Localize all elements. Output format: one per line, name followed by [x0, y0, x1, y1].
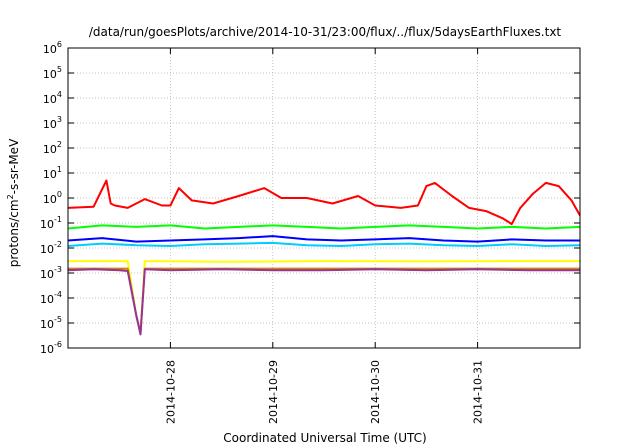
series-line-1 — [67, 179, 581, 226]
y-tick-label: 100 — [43, 190, 62, 206]
y-axis-label-sup: 2 — [6, 194, 15, 199]
y-tick-label: 105 — [43, 65, 62, 81]
y-tick-label: 10-6 — [40, 340, 62, 356]
x-tick-label: 2014-10-28 — [164, 360, 177, 424]
series-line-2 — [67, 224, 581, 230]
series-group — [67, 179, 581, 336]
y-tick-label: 106 — [43, 40, 62, 56]
y-tick-label: 10-5 — [40, 315, 62, 331]
y-axis-label: protons/cm2-s-sr-MeV — [6, 138, 21, 267]
y-tick-label: 103 — [43, 115, 62, 131]
y-tick-label: 10-1 — [40, 215, 62, 231]
x-axis-label: Coordinated Universal Time (UTC) — [223, 431, 426, 445]
x-axis-ticks: 2014-10-28 2014-10-29 2014-10-30 2014-10-31 — [164, 48, 485, 424]
y-axis-label-base: protons/cm — [7, 199, 21, 267]
x-tick-label: 2014-10-30 — [369, 360, 382, 424]
y-axis-ticks: 10-6 10-5 10-4 10-3 10-2 10-1 100 101 102 103 104 1… — [40, 40, 580, 356]
y-tick-label: 104 — [43, 90, 62, 106]
y-tick-label: 10-4 — [40, 290, 62, 306]
y-tick-label: 10-3 — [40, 265, 62, 281]
series-line-3 — [67, 241, 581, 247]
series-line-7 — [67, 268, 580, 336]
y-tick-label: 102 — [43, 140, 62, 156]
y-tick-label: 101 — [43, 165, 62, 181]
chart-title: /data/run/goesPlots/archive/2014-10-31/2… — [89, 25, 562, 39]
y-tick-label: 10-2 — [40, 240, 62, 256]
series-line-5 — [68, 260, 580, 334]
y-axis-label-rest: -s-sr-MeV — [7, 138, 21, 194]
series-line-4 — [67, 235, 580, 243]
x-tick-label: 2014-10-29 — [267, 360, 280, 424]
grid — [68, 48, 580, 348]
x-tick-label: 2014-10-31 — [472, 360, 485, 424]
